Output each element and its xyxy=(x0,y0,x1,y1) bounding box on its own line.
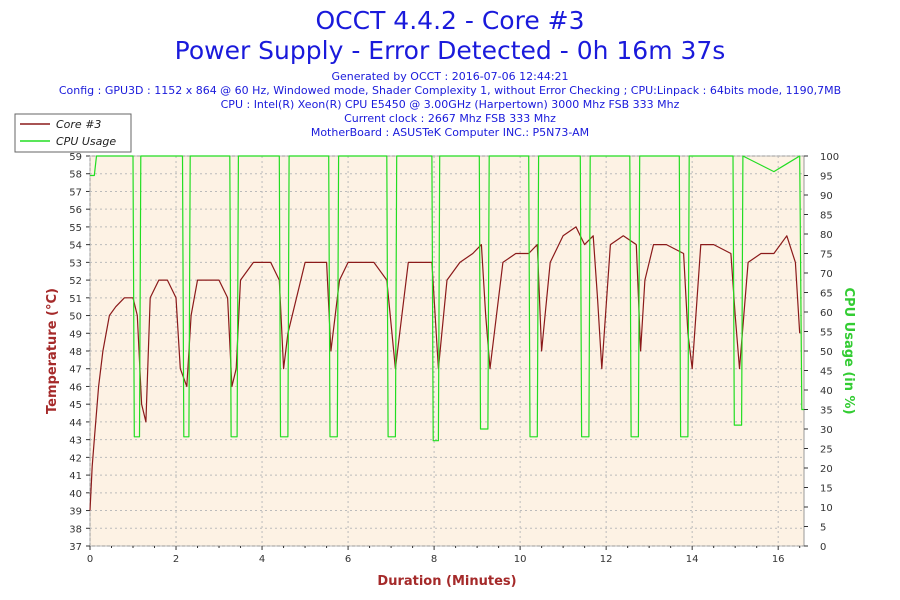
y-tick-label: 41 xyxy=(69,471,82,482)
chart-title: OCCT 4.4.2 - Core #3 xyxy=(315,6,585,35)
x-tick-label: 14 xyxy=(686,554,699,565)
series-line-cpu-usage xyxy=(90,155,804,442)
x-tick-label: 4 xyxy=(259,554,265,565)
y2-tick-label: 80 xyxy=(820,230,833,241)
x-tick-label: 10 xyxy=(514,554,527,565)
x-tick-label: 2 xyxy=(173,554,179,565)
y2-tick-label: 100 xyxy=(820,152,839,163)
info-generated: Generated by OCCT : 2016-07-06 12:44:21 xyxy=(331,70,569,83)
y-tick-label: 47 xyxy=(69,365,82,376)
legend-box xyxy=(14,113,132,153)
y2-tick-label: 20 xyxy=(820,464,833,475)
y-tick-label: 51 xyxy=(69,294,82,305)
y2-tick-label: 40 xyxy=(820,386,833,397)
y2-tick-label: 5 xyxy=(820,523,826,534)
y2-tick-label: 45 xyxy=(820,367,833,378)
series-line-core-3 xyxy=(89,226,801,511)
x-axis-label: Duration (Minutes) xyxy=(377,574,516,589)
y-tick-label: 44 xyxy=(69,418,82,429)
y-tick-label: 52 xyxy=(69,276,82,287)
y-tick-label: 58 xyxy=(69,170,82,181)
y2-axis-label: CPU Usage (in %) xyxy=(841,287,856,414)
y-tick-label: 38 xyxy=(69,524,82,535)
y-axis-label: Temperature (°C) xyxy=(45,288,60,414)
x-tick-label: 0 xyxy=(87,554,93,565)
y2-tick-label: 55 xyxy=(820,328,833,339)
y2-tick-label: 15 xyxy=(820,484,833,495)
y-tick-label: 48 xyxy=(69,347,82,358)
y-tick-label: 55 xyxy=(69,223,82,234)
y2-tick-label: 95 xyxy=(820,172,833,183)
info-cpu: CPU : Intel(R) Xeon(R) CPU E5450 @ 3.00G… xyxy=(220,98,680,111)
y-tick-label: 46 xyxy=(69,382,82,393)
info-current-clock: Current clock : 2667 Mhz FSB 333 Mhz xyxy=(344,112,556,125)
y-tick-label: 43 xyxy=(69,436,82,447)
info-config: Config : GPU3D : 1152 x 864 @ 60 Hz, Win… xyxy=(58,84,842,97)
y2-tick-label: 60 xyxy=(820,308,833,319)
y2-tick-label: 0 xyxy=(820,542,826,553)
y2-tick-label: 90 xyxy=(820,191,833,202)
y-tick-label: 37 xyxy=(69,542,82,553)
legend-label: Core #3 xyxy=(56,118,101,131)
x-tick-label: 12 xyxy=(600,554,613,565)
legend-label: CPU Usage xyxy=(56,135,116,148)
y2-tick-label: 50 xyxy=(820,347,833,358)
y-tick-label: 50 xyxy=(69,312,82,323)
chart-subtitle: Power Supply - Error Detected - 0h 16m 3… xyxy=(174,36,726,65)
y-tick-label: 57 xyxy=(69,187,82,198)
y-tick-label: 53 xyxy=(69,258,82,269)
x-tick-label: 8 xyxy=(431,554,437,565)
y-tick-label: 59 xyxy=(69,152,82,163)
y-tick-label: 39 xyxy=(69,507,82,518)
y2-tick-label: 70 xyxy=(820,269,833,280)
y-tick-label: 49 xyxy=(69,329,82,340)
y-tick-label: 56 xyxy=(69,205,82,216)
y2-tick-label: 85 xyxy=(820,211,833,222)
y-tick-label: 40 xyxy=(69,489,82,500)
y-tick-label: 42 xyxy=(69,453,82,464)
info-motherboard: MotherBoard : ASUSTeK Computer INC.: P5N… xyxy=(310,126,590,139)
y2-tick-label: 25 xyxy=(820,445,833,456)
y2-tick-label: 75 xyxy=(820,250,833,261)
y2-tick-label: 35 xyxy=(820,406,833,417)
x-tick-label: 16 xyxy=(772,554,785,565)
y2-tick-label: 65 xyxy=(820,289,833,300)
x-tick-label: 6 xyxy=(345,554,351,565)
y2-tick-label: 10 xyxy=(820,503,833,514)
y-tick-label: 45 xyxy=(69,400,82,411)
y-tick-label: 54 xyxy=(69,241,82,252)
y2-tick-label: 30 xyxy=(820,425,833,436)
